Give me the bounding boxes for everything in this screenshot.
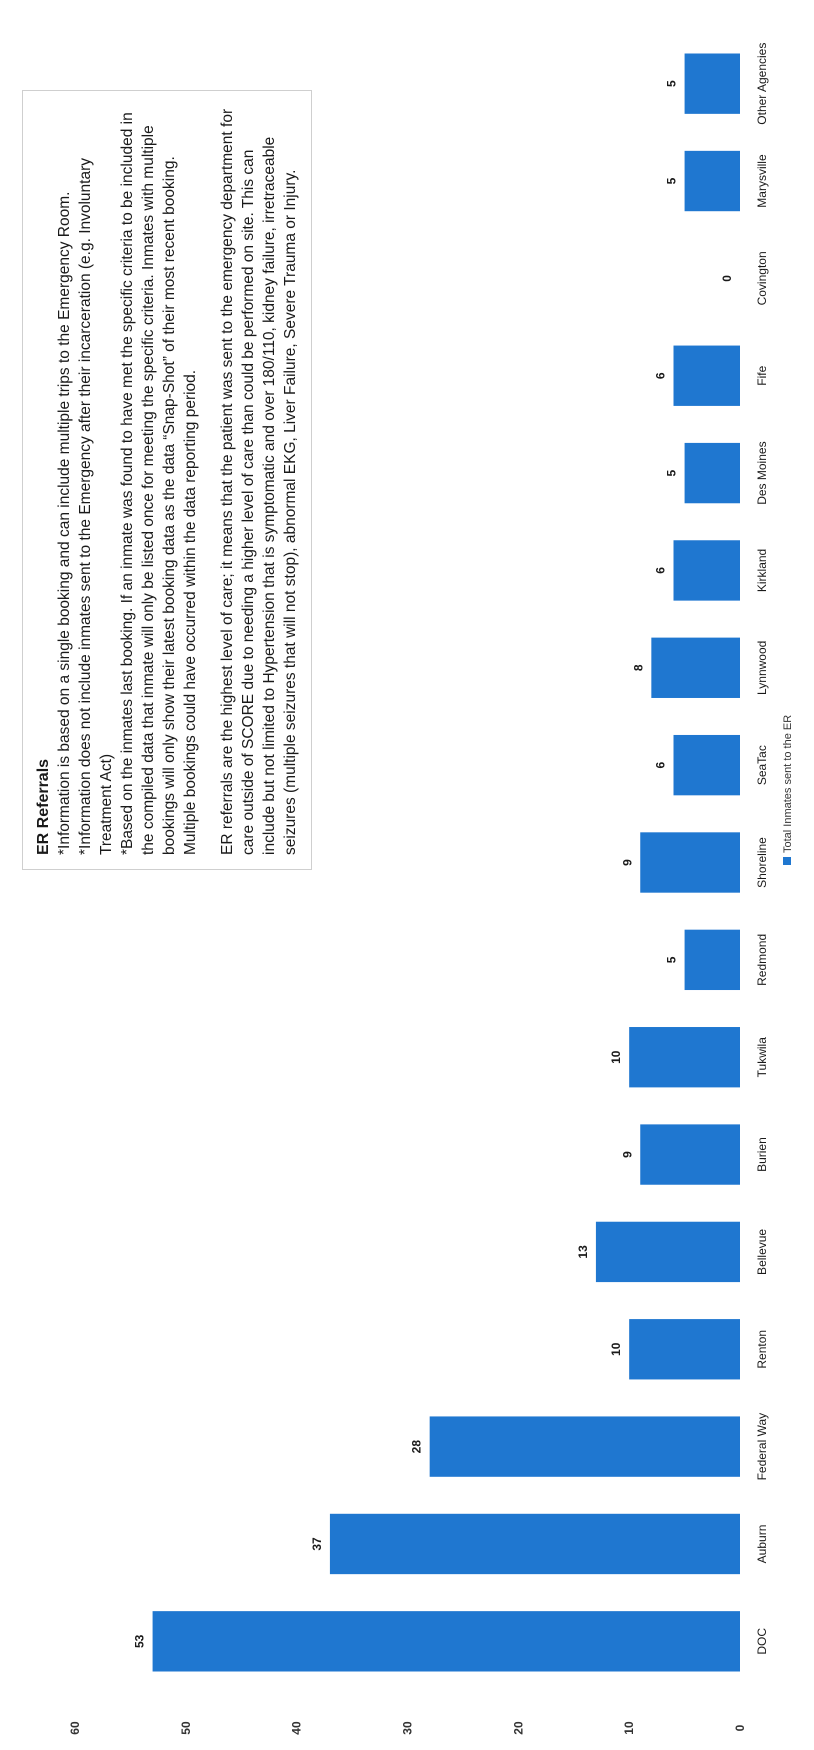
x-tick-label: Des Moines — [755, 441, 769, 504]
x-tick-label: Kirkland — [755, 549, 769, 592]
data-label: 6 — [654, 761, 668, 768]
bar-kirkland — [673, 540, 740, 601]
bar-redmond — [684, 929, 740, 991]
data-label: 9 — [620, 859, 634, 866]
data-label: 8 — [631, 664, 645, 671]
bar-renton — [629, 1319, 741, 1380]
note-paragraph: ER referrals are the highest level of ca… — [219, 108, 299, 855]
y-tick-label: 60 — [68, 1721, 82, 1735]
bars — [152, 53, 741, 1672]
x-tick-label: SeaTac — [755, 745, 769, 785]
data-labels: 53 37 28 10 13 9 10 5 9 6 8 6 5 6 0 5 5 — [133, 80, 734, 1648]
data-label: 5 — [665, 469, 679, 476]
bar-doc — [152, 1611, 741, 1672]
data-label: 28 — [410, 1440, 424, 1454]
bar-other-agencies — [684, 53, 740, 114]
y-axis: 0 10 20 30 40 50 60 — [68, 1721, 747, 1735]
legend-label: Total Inmates sent to the ER — [782, 715, 794, 853]
bar-bellevue — [595, 1221, 741, 1283]
x-tick-label: Burien — [755, 1137, 769, 1172]
x-tick-label: DOC — [755, 1628, 769, 1655]
note-line-3: *Based on the inmates last booking. If a… — [119, 112, 199, 855]
x-tick-label: Lynnwood — [755, 641, 769, 695]
data-label: 13 — [576, 1245, 590, 1259]
data-label: 53 — [133, 1634, 147, 1648]
x-tick-label: Shoreline — [755, 837, 769, 888]
note-title: ER Referrals — [35, 758, 52, 855]
x-tick-label: Fife — [755, 365, 769, 385]
data-label: 9 — [620, 1151, 634, 1158]
y-tick-label: 50 — [179, 1721, 193, 1735]
x-tick-label: Other Agencies — [755, 43, 769, 125]
bar-seatac — [673, 734, 740, 796]
y-tick-label: 10 — [622, 1721, 636, 1735]
note-line-2: *Information does not include inmates se… — [77, 157, 115, 855]
x-tick-label: Marysville — [755, 154, 769, 208]
bar-auburn — [329, 1513, 740, 1575]
er-referrals-note: ER Referrals *Information is based on a … — [22, 90, 312, 870]
x-axis: DOC Auburn Federal Way Renton Bellevue Burien… — [755, 43, 769, 1655]
data-label: 10 — [609, 1050, 623, 1064]
data-label: 6 — [654, 372, 668, 379]
x-tick-label: Tukwila — [755, 1037, 769, 1078]
y-tick-label: 20 — [511, 1721, 525, 1735]
bar-lynnwood — [651, 637, 740, 698]
x-tick-label: Auburn — [755, 1525, 769, 1564]
legend-swatch — [783, 857, 791, 865]
y-tick-label: 30 — [401, 1721, 415, 1735]
y-tick-label: 0 — [733, 1724, 747, 1731]
x-tick-label: Renton — [755, 1330, 769, 1369]
bar-fife — [673, 345, 740, 406]
bar-tukwila — [629, 1027, 741, 1088]
data-label: 5 — [665, 956, 679, 963]
note-line-1: *Information is based on a single bookin… — [56, 191, 73, 855]
x-tick-label: Covington — [755, 251, 769, 305]
x-tick-label: Federal Way — [755, 1413, 769, 1481]
data-label: 0 — [720, 275, 734, 282]
data-label: 5 — [665, 177, 679, 184]
x-tick-label: Bellevue — [755, 1229, 769, 1275]
y-tick-label: 40 — [290, 1721, 304, 1735]
x-tick-label: Redmond — [755, 934, 769, 986]
bar-marysville — [684, 150, 740, 212]
data-label: 37 — [310, 1537, 324, 1551]
bar-shoreline — [640, 832, 740, 893]
data-label: 10 — [609, 1342, 623, 1356]
bar-des-moines — [684, 442, 740, 504]
note-spacer — [201, 105, 217, 855]
data-label: 5 — [665, 80, 679, 87]
data-label: 6 — [654, 567, 668, 574]
legend: Total Inmates sent to the ER — [782, 715, 794, 865]
bar-burien — [640, 1124, 740, 1185]
bar-federal-way — [429, 1416, 740, 1477]
